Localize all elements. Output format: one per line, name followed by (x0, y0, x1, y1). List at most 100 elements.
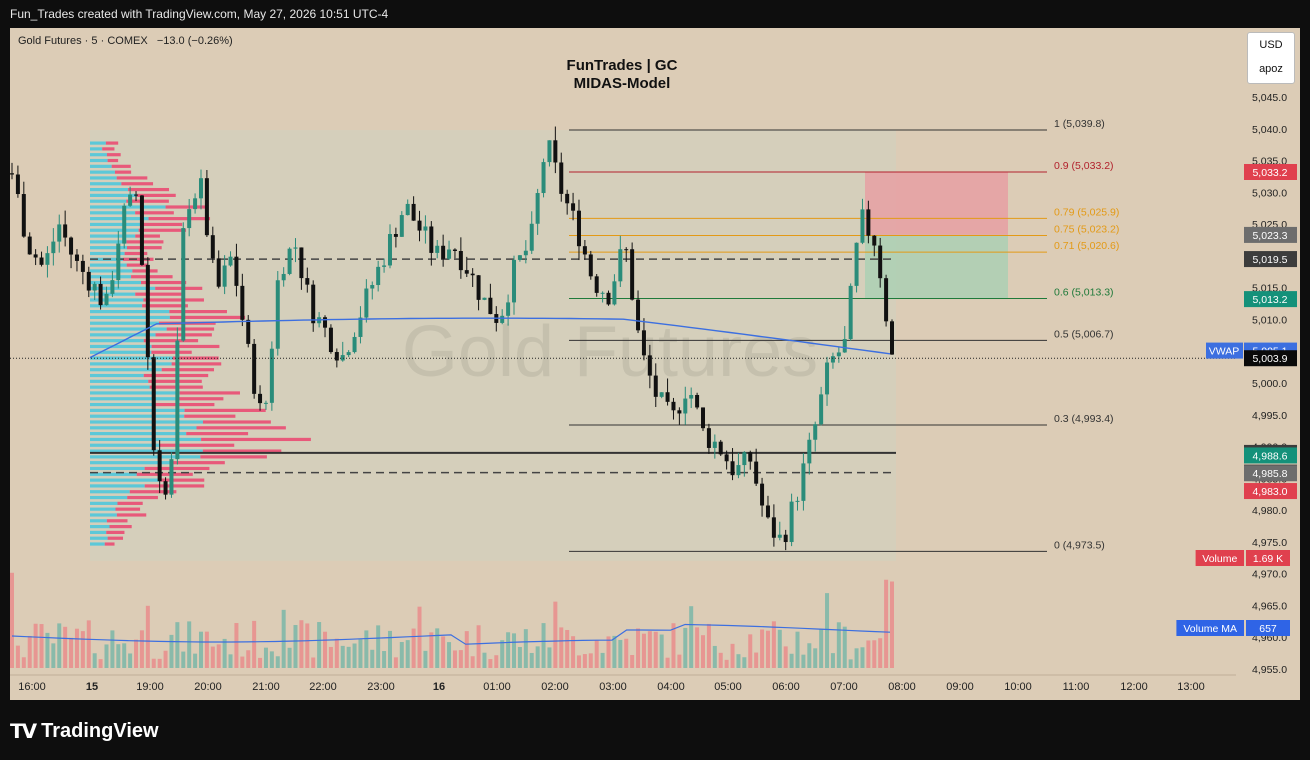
take-profit-zone (865, 234, 1008, 300)
candle-body (582, 246, 587, 255)
time-tick-label: 12:00 (1120, 681, 1148, 693)
candle-body (405, 203, 410, 216)
volume-profile-bar (90, 286, 156, 290)
candle-body (819, 394, 824, 425)
volume-profile-bar (90, 333, 156, 337)
volume-bar (523, 629, 528, 668)
symbol-legend[interactable]: Gold Futures · 5 · COMEX −13.0 (−0.26%) (18, 35, 233, 47)
volume-profile-bar (90, 280, 142, 285)
volume-profile-bar (90, 234, 136, 238)
volume-bar (51, 643, 56, 668)
volume-profile-bar (143, 339, 199, 343)
volume-bar (151, 658, 156, 668)
currency-selector[interactable]: USD apoz (1247, 32, 1295, 84)
candle-body (842, 339, 847, 353)
candle-body (541, 162, 546, 194)
volume-bar (441, 636, 446, 668)
candle-body (636, 299, 641, 331)
volume-profile-bar (200, 455, 267, 459)
price-chart[interactable]: Gold Futures 1 (5,039.8) 0.9 (5,033.2) 0.79… (10, 28, 1300, 700)
indicator-tag-label: Volume MA (1183, 623, 1237, 635)
volume-profile-bar (90, 385, 150, 389)
candle-body (15, 174, 20, 195)
volume-profile-bar (90, 246, 127, 250)
candle-body (370, 285, 375, 289)
candle-body (163, 481, 168, 495)
volume-profile-bar (148, 217, 211, 221)
volume-profile-bar (116, 513, 147, 517)
volume-profile-bar (90, 455, 201, 459)
candle-body (269, 348, 274, 403)
volume-profile-bar (90, 490, 130, 494)
candle-body (458, 251, 463, 271)
volume-bar (352, 643, 357, 668)
candle-body (104, 293, 109, 306)
indicator-value-box (1246, 550, 1290, 566)
volume-bar (689, 606, 694, 668)
candle-body (695, 394, 700, 408)
volume-bar (825, 593, 830, 668)
price-tick-label: 4,965.0 (1252, 600, 1287, 612)
volume-profile-bar (90, 164, 112, 168)
volume-bar (216, 644, 221, 668)
stop-loss-zone (865, 171, 1008, 235)
symbol-interval: 5 (91, 35, 98, 47)
volume-profile-bar (90, 251, 125, 256)
candle-body (706, 428, 711, 448)
volume-bar (258, 657, 263, 668)
candle-body (287, 248, 292, 274)
volume-profile-bar (135, 292, 182, 296)
volume-profile-bar (90, 530, 107, 535)
vwap-tag-text: VWAP (1209, 346, 1240, 358)
candle-body (382, 265, 387, 267)
volume-profile-bar (90, 432, 187, 436)
volume-bar (736, 654, 741, 668)
volume-profile-bar (90, 344, 152, 349)
volume-bar (281, 609, 286, 668)
candle-body (181, 228, 186, 341)
volume-bar (393, 657, 398, 668)
candle-body (594, 276, 599, 293)
candle-body (860, 209, 865, 243)
volume-bar (653, 631, 658, 668)
volume-profile-bar (106, 530, 125, 535)
time-tick-label: 05:00 (714, 681, 742, 693)
candle-body (836, 352, 841, 357)
volume-bar (399, 641, 404, 668)
volume-profile-bar (90, 263, 127, 267)
volume-bar (494, 655, 499, 668)
time-tick-label: 23:00 (367, 681, 395, 693)
time-tick-label: 06:00 (772, 681, 800, 693)
indicator-tag (1176, 620, 1244, 636)
volume-bar (429, 632, 434, 668)
fib-level-label: 0.5 (5,006.7) (1054, 328, 1114, 340)
volume-bar (470, 656, 475, 668)
volume-profile-bar (124, 251, 148, 256)
candle-body (488, 297, 493, 315)
volume-bar (39, 624, 44, 668)
candle-body (323, 317, 328, 328)
volume-bar (771, 621, 776, 668)
volume-bar (263, 647, 268, 668)
time-tick-label: 20:00 (194, 681, 222, 693)
volume-profile-bar (90, 339, 144, 343)
volume-profile-bar (144, 466, 210, 471)
candle-body (311, 284, 316, 324)
volume-profile-bar (90, 187, 129, 192)
candle-body (547, 140, 552, 163)
volume-profile-bar (106, 153, 121, 157)
volume-bar (287, 647, 292, 668)
candle-body (689, 394, 694, 399)
candle-body (340, 355, 345, 361)
volume-bar (80, 631, 85, 668)
candle-body (80, 260, 85, 272)
candle-body (565, 193, 570, 204)
volume-profile-bar (90, 536, 108, 540)
volume-bar (92, 653, 97, 668)
price-tick-label: 4,970.0 (1252, 569, 1287, 581)
tradingview-footer: 𝗧𝗩 TradingView (10, 716, 159, 746)
candle-body (789, 501, 794, 543)
candle-body (801, 463, 806, 501)
chart-pane[interactable]: Gold Futures 1 (5,039.8) 0.9 (5,033.2) 0.79… (10, 28, 1300, 700)
volume-bar (104, 644, 109, 668)
